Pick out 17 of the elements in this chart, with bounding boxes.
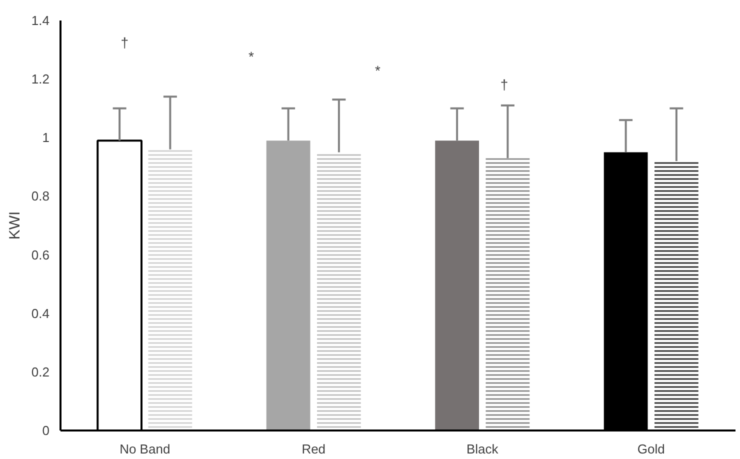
annotation: † — [120, 34, 129, 50]
annotation: * — [375, 62, 382, 78]
x-tick-label: Gold — [637, 442, 665, 456]
x-tick-label: Black — [466, 442, 499, 456]
x-tick-label: Red — [302, 442, 326, 456]
y-tick-label: 1.4 — [31, 13, 50, 28]
y-axis-title: KWI — [6, 211, 24, 240]
y-tick-label: 0.2 — [31, 364, 50, 380]
annotation: * — [248, 48, 254, 64]
annotation: † — [500, 76, 508, 92]
y-tick-label: 0 — [42, 423, 50, 438]
x-tick-label: No Band — [120, 442, 170, 456]
y-tick-label: 0.6 — [31, 247, 50, 262]
y-tick-label: 0.8 — [31, 188, 50, 204]
y-tick-label: 1 — [42, 130, 50, 146]
y-tick-label: 0.4 — [31, 306, 50, 321]
y-tick-label: 1.2 — [31, 72, 50, 87]
